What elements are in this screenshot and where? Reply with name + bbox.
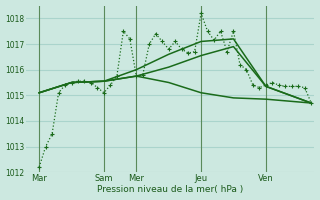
X-axis label: Pression niveau de la mer( hPa ): Pression niveau de la mer( hPa ): [97, 185, 244, 194]
